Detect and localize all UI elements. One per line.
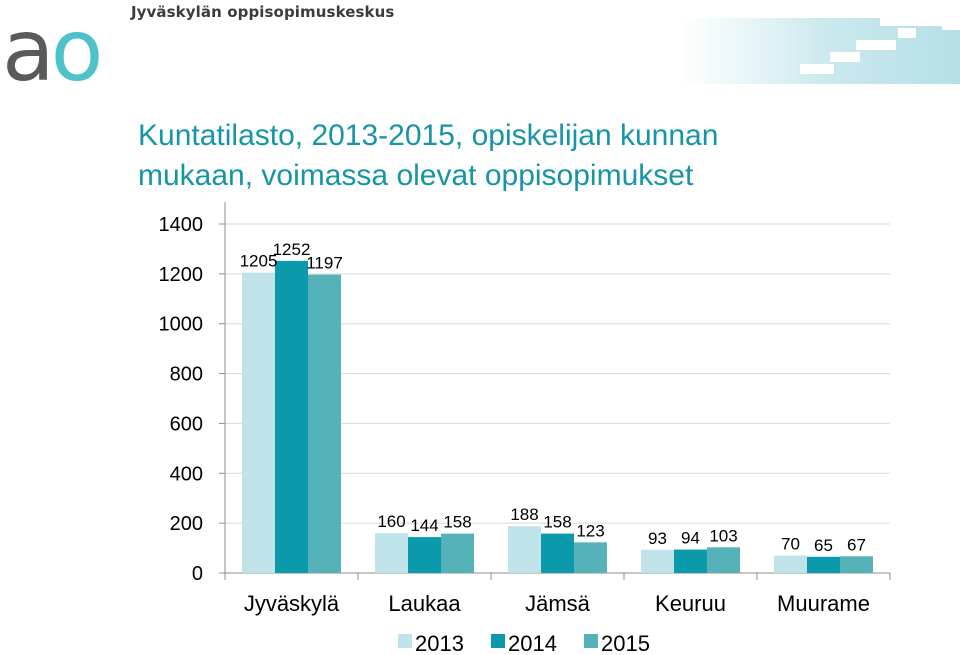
logo-a: a <box>2 14 51 86</box>
bar-2013 <box>375 533 408 573</box>
data-label: 93 <box>648 529 667 548</box>
data-label: 67 <box>847 535 866 554</box>
bar-2014 <box>408 537 441 573</box>
data-label: 70 <box>781 535 800 554</box>
legend: 2013 2014 2015 <box>398 631 650 655</box>
decorative-stairs <box>680 18 960 84</box>
bar-2015 <box>441 533 474 573</box>
bar-2014 <box>541 533 574 573</box>
bar-2013 <box>641 549 674 573</box>
y-tick-label: 400 <box>170 463 203 485</box>
svg-text:ao: ao <box>2 14 99 86</box>
bar-2014 <box>807 556 840 573</box>
bar-2015 <box>840 556 873 573</box>
data-label: 160 <box>377 512 405 531</box>
data-label: 1252 <box>273 240 311 259</box>
slide-title-line-2: mukaan, voimassa olevat oppisopimukset <box>138 159 694 192</box>
data-label: 1197 <box>306 254 343 273</box>
data-label: 144 <box>410 516 438 535</box>
category-label: Keuruu <box>655 591 726 616</box>
organization-name: Jyväskylän oppisopimuskeskus <box>131 3 395 21</box>
y-tick-label: 1400 <box>159 214 204 236</box>
category-label: Laukaa <box>388 591 461 616</box>
data-label: 123 <box>576 521 604 540</box>
slide-title-line-1: Kuntatilasto, 2013-2015, opiskelijan kun… <box>138 119 719 152</box>
legend-label: 2013 <box>415 631 464 655</box>
data-label: 65 <box>814 536 833 555</box>
legend-label: 2014 <box>508 631 557 655</box>
logo-o: o <box>51 14 100 86</box>
bar-2013 <box>508 526 541 573</box>
legend-swatch <box>584 634 598 648</box>
category-label: Muurame <box>777 591 870 616</box>
bar-2015 <box>574 542 607 573</box>
brand-logo: ao <box>2 14 103 86</box>
slide-title: Kuntatilasto, 2013-2015, opiskelijan kun… <box>138 116 898 196</box>
data-label: 94 <box>681 529 700 548</box>
legend-label: 2015 <box>601 631 650 655</box>
y-tick-label: 1200 <box>159 264 204 286</box>
bar-2014 <box>275 260 308 573</box>
data-label: 1205 <box>240 252 278 271</box>
y-tick-label: 600 <box>170 413 203 435</box>
y-tick-label: 1000 <box>159 314 204 336</box>
y-tick-label: 800 <box>170 364 203 386</box>
data-label: 188 <box>510 505 538 524</box>
data-label: 158 <box>543 513 571 532</box>
category-label: Jämsä <box>525 591 591 616</box>
y-tick-label: 200 <box>170 513 203 535</box>
y-tick-label: 0 <box>192 563 203 585</box>
bar-2014 <box>674 549 707 573</box>
bars <box>242 260 873 573</box>
bar-2015 <box>707 547 740 573</box>
data-label: 158 <box>443 513 471 532</box>
bar-2013 <box>242 272 275 573</box>
category-label: Jyväskylä <box>244 591 340 616</box>
data-label: 103 <box>709 526 737 545</box>
legend-swatch <box>491 634 505 648</box>
bar-2013 <box>774 555 807 573</box>
bar-2015 <box>308 274 341 573</box>
legend-swatch <box>398 634 412 648</box>
